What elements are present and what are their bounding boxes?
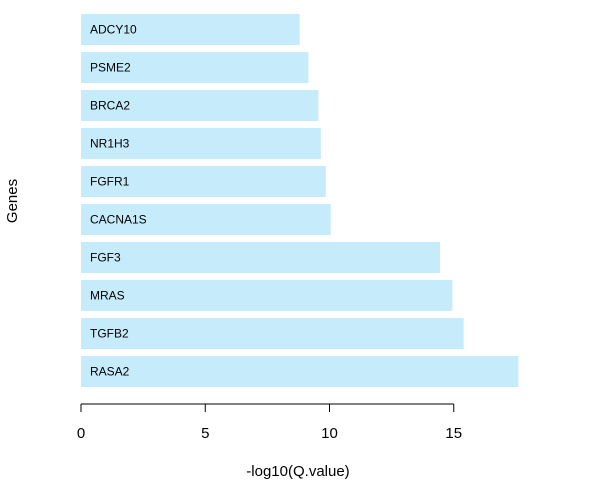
bar-brca2 (81, 90, 319, 121)
bar-label-mras: MRAS (90, 289, 125, 303)
bar-mras (81, 280, 453, 311)
bar-labels-group: ADCY10 PSME2 BRCA2 NR1H3 FGFR1 CACNA1S FGF3 MRA… (90, 23, 147, 379)
bar-cacna1s (81, 204, 331, 235)
bar-nr1h3 (81, 128, 321, 159)
bar-tgfb2 (81, 318, 464, 349)
bar-label-adcy10: ADCY10 (90, 23, 137, 37)
y-axis-title: Genes (4, 179, 21, 223)
bar-label-tgfb2: TGFB2 (90, 327, 129, 341)
bar-label-psme2: PSME2 (90, 61, 131, 75)
bar-psme2 (81, 52, 309, 83)
x-axis-title: -log10(Q.value) (246, 463, 349, 480)
bar-label-cacna1s: CACNA1S (90, 213, 147, 227)
x-tick-label-0: 0 (77, 425, 85, 442)
bar-fgf3 (81, 242, 441, 273)
bars-group (81, 14, 519, 387)
bar-label-rasa2: RASA2 (90, 365, 130, 379)
x-axis: 0 5 10 15 (77, 403, 462, 442)
bar-adcy10 (81, 14, 300, 45)
bar-label-nr1h3: NR1H3 (90, 137, 130, 151)
bar-rasa2 (81, 356, 519, 387)
bar-label-brca2: BRCA2 (90, 99, 130, 113)
bar-fgfr1 (81, 166, 326, 197)
x-tick-label-5: 5 (201, 425, 209, 442)
bar-label-fgfr1: FGFR1 (90, 175, 130, 189)
bar-label-fgf3: FGF3 (90, 251, 121, 265)
x-tick-label-15: 15 (445, 425, 462, 442)
x-tick-label-10: 10 (321, 425, 338, 442)
